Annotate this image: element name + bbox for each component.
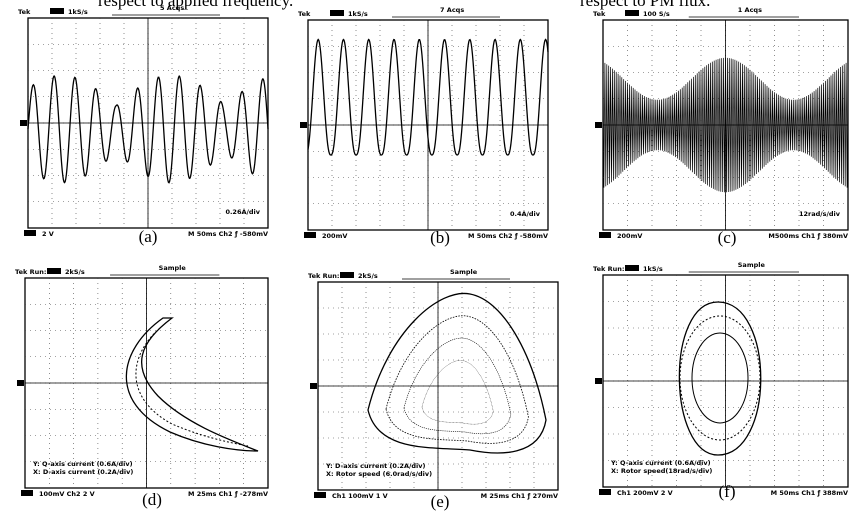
scope-footer: 200mV: [617, 232, 642, 240]
scope-header: Tek: [593, 10, 606, 18]
scope-header: Sample: [738, 261, 766, 269]
scope-header: Tek Run:: [15, 268, 46, 276]
ground-marker: [300, 122, 307, 128]
ch-badge: [599, 232, 611, 238]
scope-header: 100 S/s: [643, 10, 670, 18]
scope-header: Tek: [298, 10, 311, 18]
scope-note: X: Rotor speed (6.0rad/s/div): [326, 470, 432, 478]
scope-header: Tek Run:: [593, 265, 624, 273]
panel-label: (d): [142, 490, 162, 509]
ch-badge: [21, 490, 33, 496]
ground-marker: [595, 378, 602, 384]
scope-footer: M 25ms Ch1 ƒ 270mV: [481, 492, 558, 500]
scope-header: Sample: [159, 264, 187, 272]
scope-header: 1kS/s: [348, 10, 368, 18]
scope-header: 1kS/s: [68, 8, 88, 16]
panel-label: (c): [718, 228, 737, 247]
run-badge: [50, 8, 64, 14]
ground-marker: [20, 120, 27, 126]
scope-footer: M 50ms Ch1 ƒ 388mV: [771, 489, 848, 497]
scope-note: 0.4A/div: [510, 210, 541, 218]
scope-header: 1kS/s: [643, 265, 663, 273]
scope-footer: M 25ms Ch1 ƒ -278mV: [188, 490, 268, 498]
scope-footer: M 50ms Ch2 ƒ -580mV: [468, 232, 548, 240]
ch-badge: [314, 492, 326, 498]
ch-badge: [24, 230, 36, 236]
scope-note: X: D-axis current (0.2A/div): [33, 468, 133, 476]
scope-header: Tek: [18, 8, 31, 16]
scope-footer: M 50ms Ch2 ƒ -580mV: [188, 230, 268, 238]
run-badge: [625, 265, 639, 271]
scope-header: Sample: [450, 268, 478, 276]
ch-badge: [304, 232, 316, 238]
scope-header: 7 Acqs: [440, 6, 464, 14]
scope-footer: 200mV: [322, 232, 347, 240]
panel-label: (f): [719, 482, 736, 501]
scope-footer: 2 V: [42, 230, 54, 238]
scope-note: X: Rotor speed(18rad/s/div): [611, 467, 712, 475]
panel-label: (e): [431, 492, 450, 511]
run-badge: [330, 10, 344, 16]
run-badge: [340, 272, 354, 278]
scope-footer: Ch1 100mV 1 V: [332, 492, 388, 500]
scope-note: Y: D-axis current (0.2A/div): [325, 462, 425, 470]
scope-footer: Ch1 200mV 2 V: [617, 489, 673, 497]
scope-note: 0.26A/div: [225, 208, 260, 216]
scope-note: 12rad/s/div: [799, 210, 841, 218]
run-badge: [47, 268, 61, 274]
panel-label: (a): [139, 227, 158, 246]
scope-footer: M500ms Ch1 ƒ 380mV: [768, 232, 848, 240]
ground-marker: [595, 122, 602, 128]
scope-header: 2kS/s: [358, 272, 378, 280]
caption-fragment: respect to applied frequency.: [98, 0, 293, 10]
scope-header: Tek Run:: [308, 272, 339, 280]
scope-header: 5 Acqs: [160, 4, 184, 12]
figure: respect to applied frequency. respect to…: [0, 0, 868, 519]
scope-note: Y: Q-axis current (0.6A/div): [610, 459, 711, 467]
caption-fragment: respect to PM flux.: [580, 0, 710, 10]
scope-header: 2kS/s: [65, 268, 85, 276]
ground-marker: [17, 380, 24, 386]
scope-note: Y: Q-axis current (0.6A/div): [32, 460, 133, 468]
ground-marker: [310, 383, 317, 389]
scope-footer: 100mV Ch2 2 V: [39, 490, 95, 498]
panel-label: (b): [430, 228, 450, 247]
ch-badge: [599, 489, 611, 495]
scope-header: 1 Acqs: [738, 6, 762, 14]
run-badge: [625, 10, 639, 16]
